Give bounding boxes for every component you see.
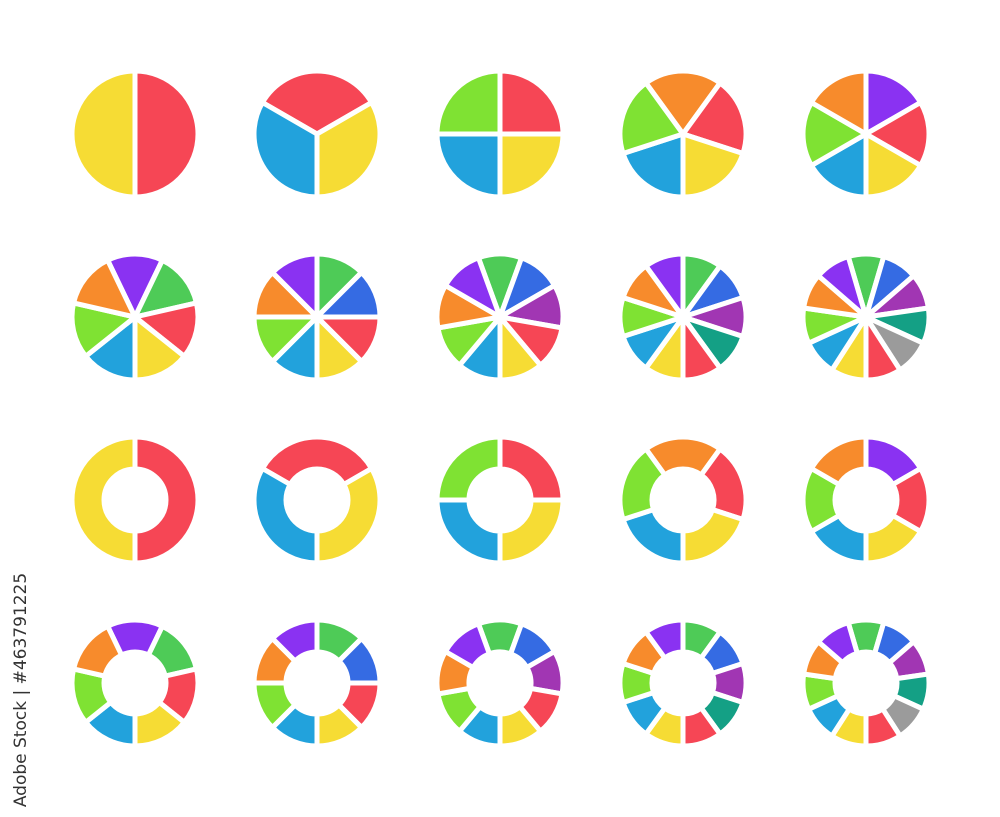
pie-chart-8-slices — [251, 251, 383, 383]
slice-purple — [442, 620, 493, 671]
slice-lime — [617, 79, 688, 157]
slice-blue — [434, 497, 503, 566]
pie-chart-10-slices — [617, 251, 749, 383]
slice-blue — [434, 131, 503, 200]
slice-purple — [814, 619, 861, 667]
slice-red — [678, 79, 749, 157]
slice-red — [497, 434, 566, 503]
donut-chart-8-slices — [251, 617, 383, 749]
stock-credit: Adobe Stock | #463791225 — [11, 572, 31, 808]
slice-purple — [814, 253, 871, 325]
pie-chart-3-slices — [251, 68, 383, 200]
slice-purple — [268, 251, 320, 324]
slice-yellow — [680, 506, 747, 566]
slice-orange — [808, 68, 869, 139]
donut-chart-3-slices — [251, 434, 383, 566]
pie-chart-6-slices — [800, 68, 932, 200]
slice-yellow — [69, 68, 138, 200]
pie-chart-11-slices — [800, 251, 932, 383]
slice-yellow — [69, 434, 138, 566]
slice-blue — [251, 99, 320, 200]
slice-yellow — [314, 99, 383, 200]
slice-purple — [268, 617, 320, 665]
pie-chart-2-slices — [69, 68, 201, 200]
slice-yellow — [497, 497, 566, 566]
slice-orange — [808, 434, 869, 488]
slice-yellow — [314, 465, 383, 566]
slice-orange — [70, 256, 140, 321]
donut-chart-2-slices — [69, 434, 201, 566]
slice-red — [132, 68, 201, 200]
pie-chart-9-slices — [434, 251, 566, 383]
slice-red — [132, 434, 201, 566]
pie-chart-4-slices — [434, 68, 566, 200]
donut-chart-4-slices — [434, 434, 566, 566]
slice-purple — [642, 617, 686, 662]
donut-chart-10-slices — [617, 617, 749, 749]
slice-lime — [617, 445, 669, 523]
pie-chart-7-slices — [69, 251, 201, 383]
slice-orange — [642, 68, 724, 139]
donut-chart-5-slices — [617, 434, 749, 566]
slice-red — [497, 68, 566, 137]
donut-chart-9-slices — [434, 617, 566, 749]
slice-purple — [442, 254, 505, 323]
donut-chart-7-slices — [69, 617, 201, 749]
slice-blue — [251, 465, 320, 566]
slice-orange — [70, 622, 125, 680]
slice-yellow — [497, 131, 566, 200]
slice-red — [259, 434, 375, 488]
slice-purple — [642, 251, 686, 325]
slice-yellow — [680, 130, 747, 200]
slice-lime — [434, 434, 503, 503]
pie-chart-5-slices — [617, 68, 749, 200]
donut-chart-6-slices — [800, 434, 932, 566]
donut-chart-11-slices — [800, 617, 932, 749]
slice-lime — [434, 68, 503, 137]
